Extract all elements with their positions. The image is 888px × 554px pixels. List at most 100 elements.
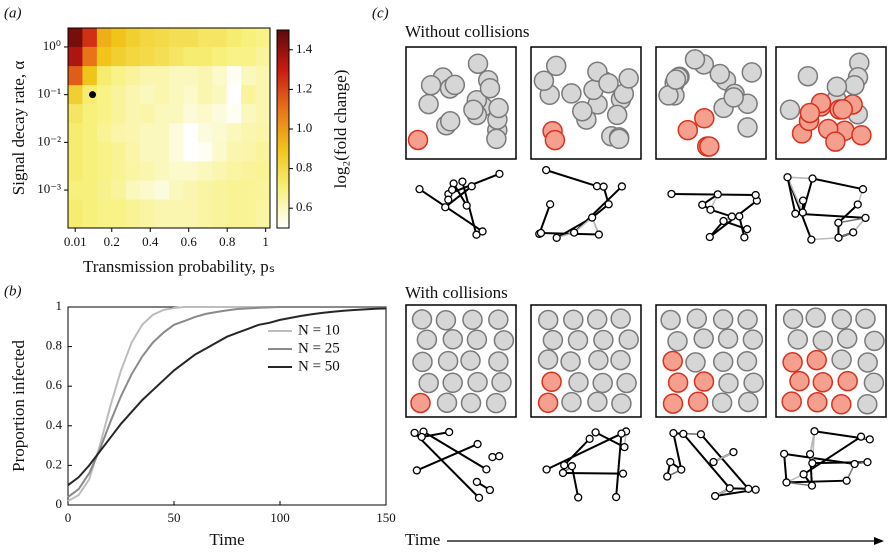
agent <box>685 352 706 373</box>
infected-agent <box>806 349 827 371</box>
heat-cell <box>212 180 228 200</box>
network-node <box>834 218 843 227</box>
infected-agent <box>825 131 846 152</box>
heat-cell <box>169 123 184 143</box>
network-node <box>799 470 808 479</box>
heat-cell <box>140 180 155 200</box>
infected-agent <box>407 129 429 151</box>
heat-cell <box>255 104 271 124</box>
arrow-head <box>874 537 884 545</box>
heat-cell <box>82 28 98 48</box>
heat-cell <box>197 85 213 105</box>
network-node <box>462 201 471 210</box>
heat-cell <box>255 66 271 86</box>
x-tick-label: 50 <box>168 510 181 525</box>
network-node <box>617 429 626 438</box>
network-node <box>740 233 749 242</box>
heat-cell <box>140 161 155 181</box>
heat-cell <box>68 161 83 181</box>
heat-cell <box>255 123 271 143</box>
agent <box>857 352 878 373</box>
agent <box>412 351 433 373</box>
heat-cell <box>241 46 256 67</box>
agent <box>463 99 484 121</box>
heat-cell <box>140 28 155 48</box>
network-node <box>853 200 862 209</box>
network-node <box>594 230 604 239</box>
agent <box>486 128 507 150</box>
infected-agent <box>851 124 872 146</box>
heat-cell <box>82 180 98 200</box>
heat-cell <box>226 46 242 67</box>
heat-cell <box>82 66 98 86</box>
marker-point <box>89 91 97 99</box>
heat-cell <box>226 104 242 124</box>
network-edge <box>786 479 847 484</box>
agent <box>797 65 819 87</box>
heat-cell <box>241 104 256 124</box>
network-node <box>858 185 868 194</box>
colorbar-tick-label: 1.2 <box>296 80 312 95</box>
heat-cell <box>197 104 213 124</box>
heat-cell <box>82 161 98 181</box>
legend-label: N = 10 <box>298 322 340 338</box>
heat-cell <box>82 46 98 67</box>
heat-cell <box>197 66 213 86</box>
agent <box>743 372 764 393</box>
network-edge <box>421 431 450 438</box>
agent <box>616 372 637 394</box>
heat-cell <box>96 142 112 162</box>
agent <box>857 393 878 415</box>
heat-cell <box>197 46 213 67</box>
agent <box>467 371 488 393</box>
network-node <box>495 452 504 461</box>
y-tick-label: 10⁻² <box>37 133 61 148</box>
heat-cell <box>154 46 170 67</box>
infected-agent <box>831 394 852 415</box>
network-edge <box>573 185 623 234</box>
heat-cell <box>125 199 141 229</box>
agent <box>488 97 509 119</box>
network-node <box>552 233 561 242</box>
agent <box>587 391 608 413</box>
network-node <box>791 209 800 218</box>
heat-cell <box>125 85 141 105</box>
network-node <box>415 184 424 194</box>
network-node <box>663 472 672 481</box>
network-node <box>744 484 753 493</box>
network-edge <box>418 188 484 233</box>
agent <box>460 392 482 414</box>
agent <box>491 371 512 393</box>
agent <box>537 349 559 370</box>
network-node <box>709 457 718 467</box>
heat-cell <box>212 46 228 67</box>
plot-frame <box>67 27 271 229</box>
network-node <box>574 493 583 502</box>
infected-agent <box>807 391 828 413</box>
infected-agent <box>687 391 709 413</box>
network-node <box>710 491 720 501</box>
agent <box>618 329 639 350</box>
heat-cell <box>212 28 228 48</box>
heat-cell <box>96 199 112 229</box>
heat-cell <box>183 199 199 229</box>
agent <box>711 392 733 413</box>
agent <box>462 309 483 330</box>
network-node <box>729 447 738 457</box>
infected-agent <box>537 392 559 414</box>
agent <box>855 308 876 329</box>
heat-cell <box>111 199 127 229</box>
legend-label: N = 25 <box>298 340 340 356</box>
agent <box>737 117 758 138</box>
series-line <box>67 306 386 498</box>
heat-cell <box>212 123 228 143</box>
network-edge <box>413 432 480 499</box>
heat-cell <box>255 142 271 162</box>
heat-cell <box>241 66 256 86</box>
heat-cell <box>241 199 256 229</box>
network-node <box>798 196 808 205</box>
agent <box>442 329 464 350</box>
heat-cell <box>125 66 141 86</box>
network-edge <box>803 435 862 476</box>
infected-agent <box>667 372 689 393</box>
